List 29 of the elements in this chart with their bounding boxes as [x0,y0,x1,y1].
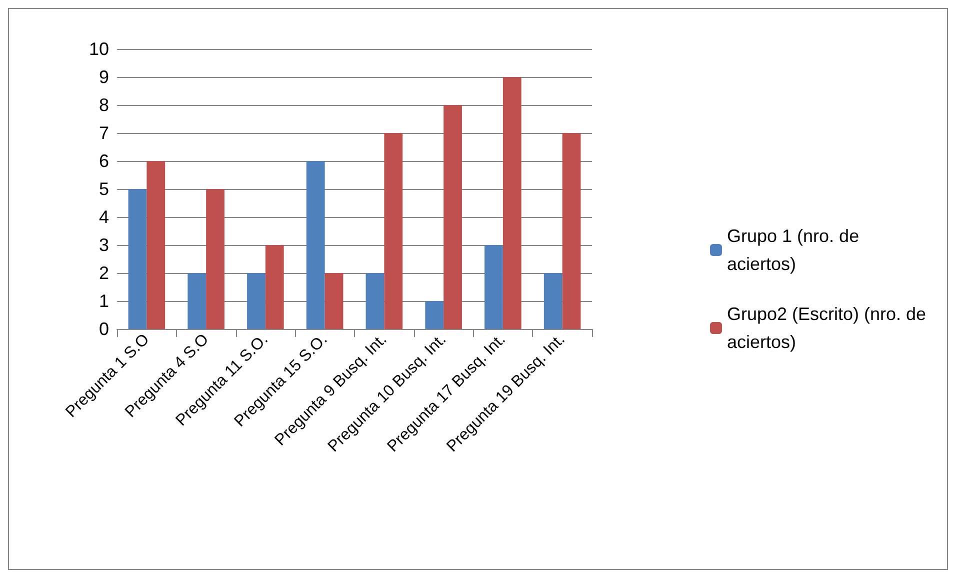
bar [306,161,325,329]
legend-label: Grupo 1 (nro. de aciertos) [727,226,864,274]
bar [384,133,403,329]
y-tick-label: 7 [98,123,109,143]
y-tick-label: 3 [98,235,109,255]
bar [366,273,384,329]
y-tick-label: 0 [98,319,109,339]
y-tick-label: 1 [98,291,109,311]
bar [444,105,462,329]
y-tick-label: 9 [98,67,109,87]
bar [425,301,444,329]
y-tick-label: 10 [88,39,109,59]
bar [146,161,166,329]
bar [128,189,147,329]
bar [188,273,206,329]
bar [544,273,562,329]
y-tick-label: 5 [98,179,109,199]
legend-label: Grupo2 (Escrito) (nro. de aciertos) [727,304,932,352]
bar [502,77,522,329]
y-tick-label: 4 [98,207,109,227]
bar [562,133,581,329]
bar [206,189,224,329]
bar [484,245,503,329]
bar [324,273,344,329]
y-tick-label: 2 [98,263,109,283]
y-tick-label: 6 [98,151,109,171]
bar [265,245,284,329]
bar [247,273,266,329]
y-tick-label: 8 [98,95,109,115]
